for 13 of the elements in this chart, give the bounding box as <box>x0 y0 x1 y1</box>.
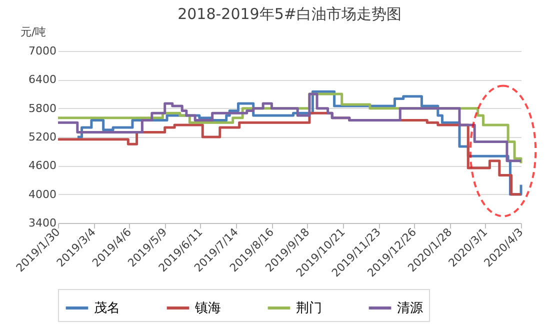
legend-label: 镇海 <box>194 301 221 316</box>
chart-title: 2018-2019年5#白油市场走势图 <box>178 5 402 23</box>
y-tick-label: 5200 <box>28 130 56 144</box>
y-tick-label: 7000 <box>28 44 56 58</box>
y-tick-label: 4000 <box>28 188 56 201</box>
y-tick-label: 5800 <box>28 102 56 115</box>
y-tick-label: 4600 <box>28 159 56 172</box>
legend-label: 茂名 <box>94 301 120 316</box>
y-tick-label: 3400 <box>28 216 56 230</box>
legend-label: 荆门 <box>296 300 322 316</box>
legend-label: 清源 <box>397 301 423 316</box>
y-axis-title: 元/吨 <box>20 26 46 38</box>
y-tick-label: 6400 <box>28 73 56 86</box>
